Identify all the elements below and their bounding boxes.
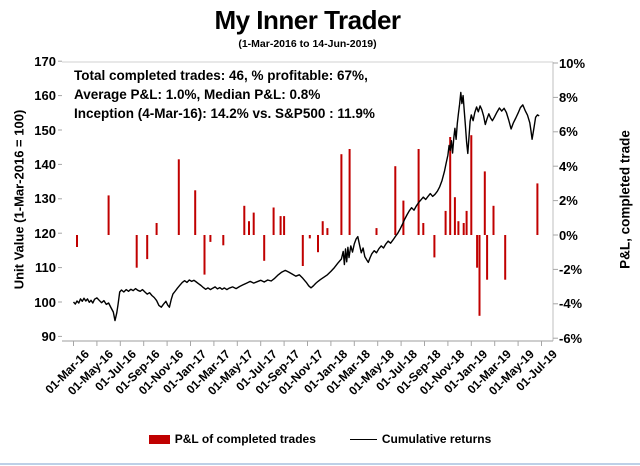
left-axis-tick-label: 90 bbox=[41, 328, 56, 344]
right-axis-tick-label: 0% bbox=[559, 227, 578, 243]
pnl-trade-bar bbox=[340, 154, 343, 235]
pnl-trade-bar bbox=[449, 137, 452, 235]
pnl-trade-bar bbox=[263, 235, 266, 261]
stats-line-2: Average P&L: 1.0%, Median P&L: 0.8% bbox=[74, 87, 321, 102]
right-axis-tick-label: 6% bbox=[559, 124, 578, 140]
legend: P&L of completed trades Cumulative retur… bbox=[0, 432, 640, 446]
pnl-trade-bar bbox=[203, 235, 206, 275]
left-axis-tick-label: 100 bbox=[34, 294, 56, 310]
legend-label-cumulative: Cumulative returns bbox=[381, 432, 492, 446]
pnl-trade-bar bbox=[177, 159, 180, 235]
right-axis-tick-label: 10% bbox=[559, 55, 586, 71]
right-axis-tick-label: -6% bbox=[559, 330, 583, 346]
pnl-trade-bar bbox=[504, 235, 507, 280]
stats-line-3: Inception (4-Mar-16): 14.2% vs. S&P500 :… bbox=[74, 106, 375, 121]
pnl-trade-bar bbox=[222, 235, 225, 246]
right-axis-tick-label: 2% bbox=[559, 193, 578, 209]
legend-item-pnl: P&L of completed trades bbox=[148, 432, 316, 446]
pnl-trade-bar bbox=[76, 235, 78, 247]
stats-annotation: Total completed trades: 46, % profitable… bbox=[74, 66, 375, 123]
pnl-trade-bar bbox=[321, 221, 324, 235]
pnl-trade-bar bbox=[457, 221, 460, 235]
pnl-trade-bar bbox=[155, 223, 158, 235]
pnl-trade-bar bbox=[308, 235, 311, 239]
pnl-trade-bar bbox=[444, 210, 447, 235]
left-axis-tick-label: 160 bbox=[34, 88, 56, 104]
pnl-trade-bar bbox=[483, 171, 486, 235]
pnl-trade-bar bbox=[476, 235, 479, 268]
page-bottom-border bbox=[0, 463, 640, 465]
chart-subtitle: (1-Mar-2016 to 14-Jun-2019) bbox=[238, 38, 377, 50]
legend-item-cumulative: Cumulative returns bbox=[349, 432, 492, 446]
right-axis-tick-label: -2% bbox=[559, 261, 583, 277]
pnl-trade-bar bbox=[375, 228, 378, 235]
cumulative-returns-line bbox=[72, 91, 540, 322]
pnl-trade-bar bbox=[252, 212, 255, 235]
right-axis-tick-label: -4% bbox=[559, 296, 583, 312]
left-axis-tick-label: 140 bbox=[34, 156, 56, 172]
pnl-trade-bar bbox=[146, 235, 149, 260]
right-axis-tick-label: 8% bbox=[559, 89, 578, 105]
pnl-trade-bar bbox=[209, 235, 212, 242]
pnl-trade-bar bbox=[536, 183, 539, 235]
pnl-trade-bar bbox=[243, 205, 246, 235]
pnl-trade-bar bbox=[326, 228, 329, 235]
pnl-trade-bar bbox=[107, 195, 110, 235]
right-axis-tick-label: 4% bbox=[559, 158, 578, 174]
pnl-trade-bar bbox=[135, 235, 138, 268]
pnl-trade-bar bbox=[348, 149, 351, 235]
pnl-trade-bar bbox=[470, 135, 473, 235]
pnl-trade-bar bbox=[394, 166, 397, 235]
pnl-trade-bar bbox=[486, 235, 489, 280]
pnl-trade-bar bbox=[492, 205, 495, 235]
legend-label-pnl: P&L of completed trades bbox=[174, 432, 316, 446]
left-axis-tick-label: 170 bbox=[34, 53, 56, 69]
pnl-bar-swatch-icon bbox=[148, 434, 170, 444]
pnl-trade-bar bbox=[433, 235, 436, 258]
pnl-trade-bar bbox=[317, 235, 319, 253]
left-axis-tick-label: 130 bbox=[34, 191, 56, 207]
left-axis-tick-label: 150 bbox=[34, 122, 56, 138]
pnl-trade-bar bbox=[272, 207, 275, 235]
pnl-trade-bar bbox=[301, 235, 304, 266]
left-axis-tick-label: 110 bbox=[35, 260, 56, 276]
cumulative-line-swatch-icon bbox=[349, 438, 377, 440]
stats-line-1: Total completed trades: 46, % profitable… bbox=[74, 68, 368, 83]
chart-title: My Inner Trader bbox=[214, 5, 401, 35]
pnl-trade-bar bbox=[422, 223, 425, 235]
pnl-trade-bar bbox=[478, 235, 481, 316]
pnl-trade-bar bbox=[417, 149, 420, 235]
pnl-trade-bar bbox=[402, 200, 405, 235]
pnl-trade-bar bbox=[453, 197, 456, 235]
pnl-trade-bar bbox=[465, 210, 468, 235]
pnl-trade-bar bbox=[279, 216, 282, 235]
pnl-trade-bar bbox=[462, 223, 465, 235]
pnl-trade-bar bbox=[194, 190, 197, 235]
pnl-trade-bar bbox=[283, 216, 286, 235]
pnl-trade-bar bbox=[248, 221, 250, 235]
right-axis-title: P&L, completed trade bbox=[617, 130, 633, 269]
left-axis-tick-label: 120 bbox=[34, 225, 56, 241]
